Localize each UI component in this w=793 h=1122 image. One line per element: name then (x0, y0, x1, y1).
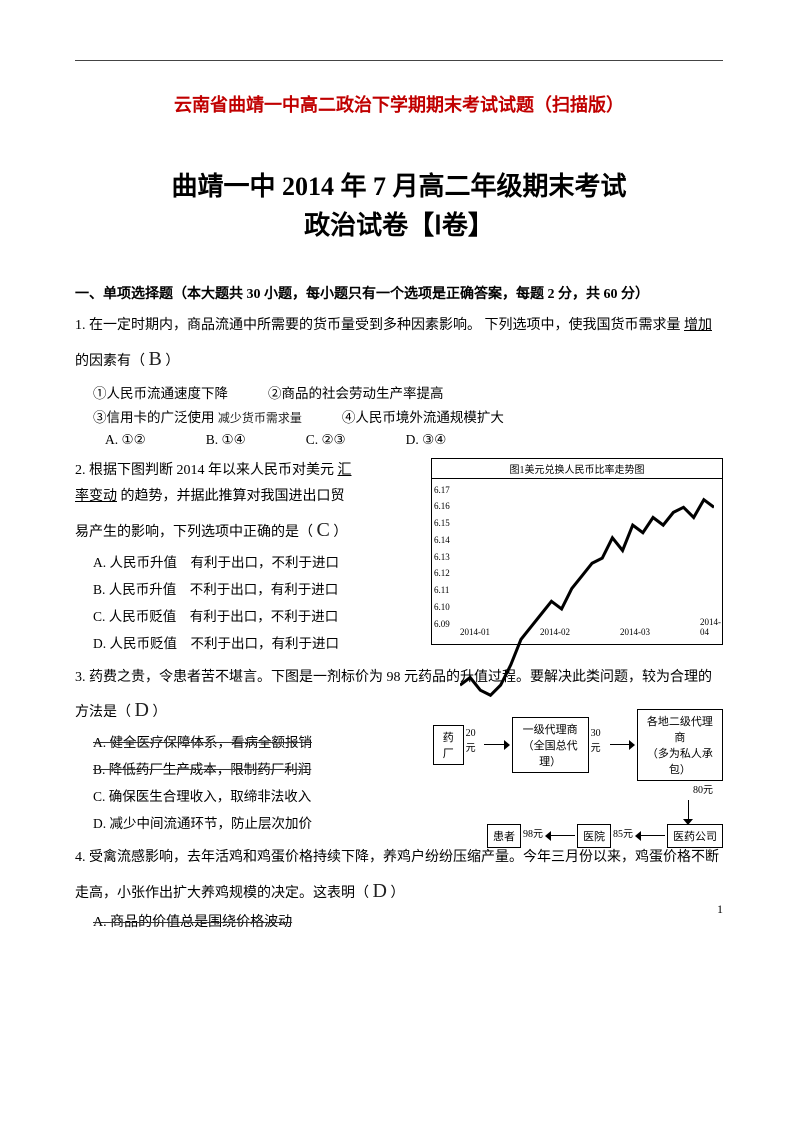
q1: 1. 在一定时期内，商品流通中所需要的货币量受到多种因素影响。 下列选项中，使我… (75, 313, 723, 378)
q1-opt4: ④人民币境外流通规模扩大 (342, 406, 504, 426)
arrow-left-icon (635, 831, 665, 841)
q2-chart-body: 6.17 6.16 6.15 6.14 6.13 6.12 6.11 6.10 6.09 2014… (432, 479, 722, 639)
main-title: 曲靖一中 2014 年 7 月高二年级期末考试 政治试卷【Ⅰ卷】 (75, 167, 723, 245)
ytick: 6.10 (434, 602, 450, 612)
dia-n6: 患者 (487, 824, 521, 848)
q4: 4. 受禽流感影响，去年活鸡和鸡蛋价格持续下降，养鸡户纷纷压缩产量。今年三月份以… (75, 845, 723, 910)
page-number: 1 (717, 902, 723, 917)
q1-options-row2: ③信用卡的广泛使用 减少货币需求量 ④人民币境外流通规模扩大 (93, 406, 723, 426)
q2-optA: A. 人民币升值 有利于出口，不利于进口 (93, 549, 355, 576)
dia-p2: 30元 (591, 728, 608, 754)
q3-optD: D. 减少中间流通环节，防止层次加价 (93, 810, 403, 837)
q2-chart: 图1美元兑换人民币比率走势图 6.176.166.156.146.136.126… (431, 458, 723, 645)
q1-stem-a: 1. 在一定时期内，商品流通中所需要的货币量受到多种因素影响。 下列选项中，使我… (75, 318, 681, 333)
main-title-line1: 曲靖一中 2014 年 7 月高二年级期末考试 (75, 167, 723, 206)
q1-options-row1: ①人民币流通速度下降 ②商品的社会劳动生产率提高 (93, 382, 723, 402)
ytick: 6.15 (434, 518, 450, 528)
q2-hand-answer: C (317, 511, 330, 549)
q3-opts: A. 健全医疗保障体系，看病全额报销 B. 降低药厂生产成本，限制药厂利润 C.… (93, 729, 403, 837)
ytick: 6.14 (434, 535, 450, 545)
dia-row1: 药厂 20元 一级代理商 （全国总代理） 30元 各地二级代理商 （多为私人承包… (433, 709, 723, 781)
dia-n2-l2: （全国总代理） (518, 737, 583, 769)
arrow-down-icon (688, 800, 689, 824)
dia-n3: 各地二级代理商 （多为私人承包） (637, 709, 723, 781)
arrow-icon (484, 740, 509, 750)
exam-page: 云南省曲靖一中高二政治下学期期末考试试题（扫描版） 曲靖一中 2014 年 7 … (0, 0, 793, 937)
q3-optB: B. 降低药厂生产成本，限制药厂利润 (93, 756, 403, 783)
q2-chart-title: 图1美元兑换人民币比率走势图 (432, 459, 722, 479)
dia-p4: 85元 (613, 825, 633, 840)
main-title-line2: 政治试卷【Ⅰ卷】 (75, 206, 723, 245)
ytick: 6.17 (434, 485, 450, 495)
q1-opt2: ②商品的社会劳动生产率提高 (268, 382, 444, 402)
q1-D: D. ③④ (406, 432, 447, 448)
dia-n1: 药厂 (433, 725, 464, 765)
q2-optB: B. 人民币升值 不利于出口，有利于进口 (93, 576, 355, 603)
q4-hand-answer: D (373, 872, 387, 910)
q1-hand-answer: B (149, 340, 162, 378)
xtick: 2014-03 (620, 627, 650, 637)
dia-p3: 80元 (693, 785, 713, 796)
dia-n3-l1: 各地二级代理商 (643, 713, 717, 745)
q2: 2. 根据下图判断 2014 年以来人民币对美元 汇率变动 的趋势，并据此推算对… (75, 458, 723, 657)
q3-optA: A. 健全医疗保障体系，看病全额报销 (93, 729, 403, 756)
q1-opt1: ①人民币流通速度下降 (93, 382, 228, 402)
dia-n4: 医药公司 (667, 824, 723, 848)
q1-opt3-text: ③信用卡的广泛使用 (93, 410, 215, 425)
dia-p1: 20元 (466, 728, 483, 754)
q2-stem: 2. 根据下图判断 2014 年以来人民币对美元 汇率变动 的趋势，并据此推算对… (75, 458, 355, 657)
ytick: 6.13 (434, 552, 450, 562)
q2-optD: D. 人民币贬值 不利于出口，有利于进口 (93, 630, 355, 657)
dia-p5: 98元 (523, 825, 543, 840)
q1-stem-d: ） (165, 354, 179, 369)
q2-optC: C. 人民币贬值 有利于出口，不利于进口 (93, 603, 355, 630)
q3-body: A. 健全医疗保障体系，看病全额报销 B. 降低药厂生产成本，限制药厂利润 C.… (75, 729, 723, 839)
arrow-icon (610, 740, 635, 750)
q2-stem-a: 2. 根据下图判断 2014 年以来人民币对美元 (75, 463, 334, 478)
xtick: 2014-04 (700, 617, 722, 637)
q2-chart-svg (460, 487, 714, 741)
top-rule (75, 60, 723, 61)
q4-stem-b: ） (390, 886, 404, 901)
q1-scribble: 减少货币需求量 (218, 411, 302, 425)
q1-opt3: ③信用卡的广泛使用 减少货币需求量 (93, 406, 302, 426)
q1-C: C. ②③ (306, 432, 346, 448)
dia-row2: 患者 98元 医院 85元 医药公司 (433, 824, 723, 848)
ytick: 6.11 (434, 585, 449, 595)
dia-n5: 医院 (577, 824, 611, 848)
section-1-head: 一、单项选择题（本大题共 30 小题，每小题只有一个选项是正确答案，每题 2 分… (75, 283, 723, 303)
ytick: 6.16 (434, 501, 450, 511)
ytick: 6.09 (434, 619, 450, 629)
q1-letters: A. ①② B. ①④ C. ②③ D. ③④ (105, 432, 723, 448)
q3-stem-b: ） (152, 705, 166, 720)
q3-diagram: 药厂 20元 一级代理商 （全国总代理） 30元 各地二级代理商 （多为私人承包… (433, 709, 723, 852)
xtick: 2014-02 (540, 627, 570, 637)
q1-stem-c: 的因素有（ (75, 354, 145, 369)
ytick: 6.12 (434, 568, 450, 578)
arrow-left-icon (545, 831, 575, 841)
red-title: 云南省曲靖一中高二政治下学期期末考试试题（扫描版） (75, 91, 723, 117)
q2-opts: A. 人民币升值 有利于出口，不利于进口 B. 人民币升值 不利于出口，有利于进… (93, 549, 355, 657)
q1-B: B. ①④ (206, 432, 246, 448)
q1-stem-underline: 增加 (684, 318, 712, 333)
dia-vwrap: 80元 (433, 785, 723, 824)
q3-optC: C. 确保医生合理收入，取缔非法收入 (93, 783, 403, 810)
dia-n2-l1: 一级代理商 (518, 721, 583, 737)
q4-optA: A. 商品的价值总是围绕价格波动 (93, 910, 723, 937)
q3-hand-answer: D (135, 691, 149, 729)
xtick: 2014-01 (460, 627, 490, 637)
q1-A: A. ①② (105, 432, 146, 448)
q2-stem-d: ） (333, 525, 347, 540)
dia-n2: 一级代理商 （全国总代理） (512, 717, 589, 773)
dia-n3-l2: （多为私人承包） (643, 745, 717, 777)
